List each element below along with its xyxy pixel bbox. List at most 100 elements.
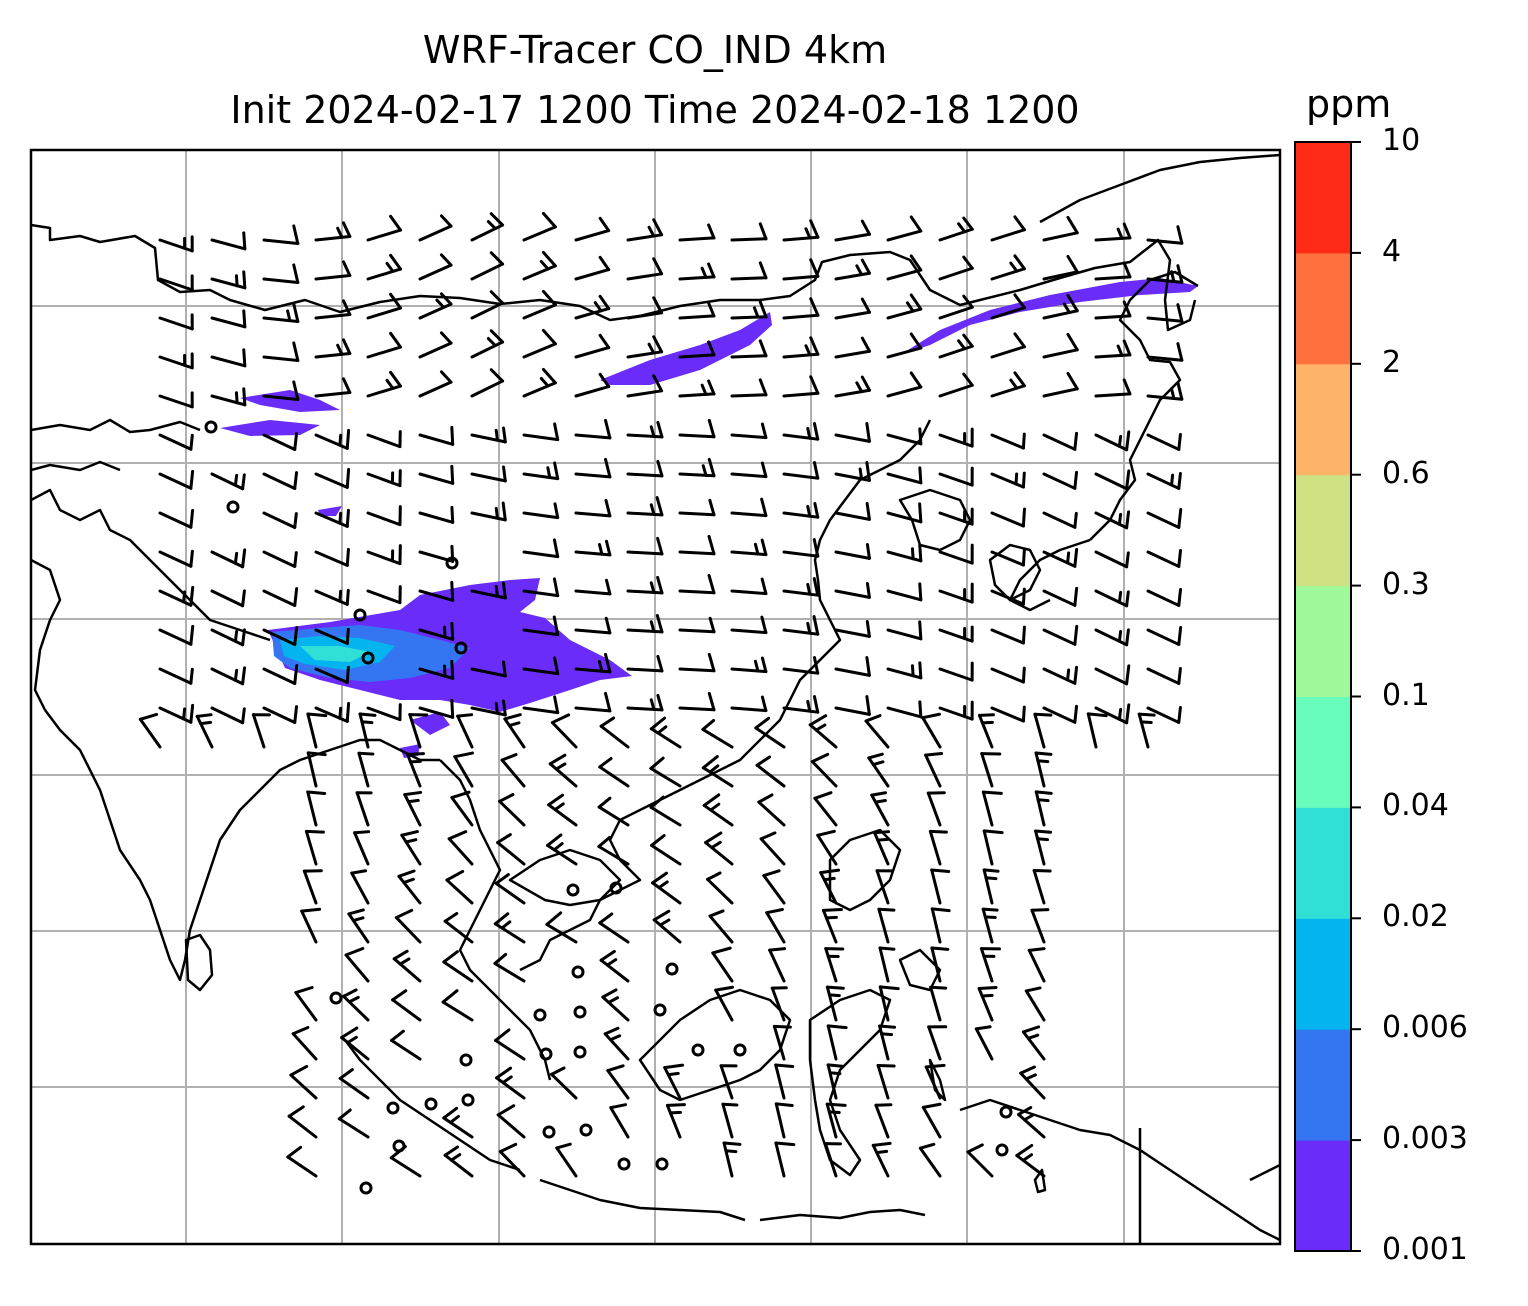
wind-barb bbox=[522, 461, 560, 481]
wind-barb bbox=[494, 1028, 526, 1061]
wind-barb bbox=[1042, 665, 1079, 685]
wind-barb bbox=[886, 332, 923, 359]
wind-barb bbox=[834, 297, 872, 320]
wind-barb bbox=[574, 578, 612, 596]
wind-barb bbox=[813, 791, 838, 827]
wind-barb bbox=[344, 946, 370, 983]
wind-barb bbox=[626, 335, 664, 359]
wind-barb bbox=[1146, 667, 1182, 685]
wind-barb bbox=[337, 1108, 370, 1139]
wind-barb bbox=[870, 791, 890, 827]
wind-barb bbox=[834, 258, 872, 281]
colorbar-unit-label: ppm bbox=[1306, 82, 1392, 126]
wind-barb bbox=[938, 661, 974, 682]
wind-barb bbox=[701, 755, 734, 788]
wind-barb bbox=[314, 508, 350, 528]
wind-barb bbox=[982, 868, 1000, 905]
wind-barb bbox=[522, 695, 560, 715]
wind-barb bbox=[826, 1063, 844, 1100]
wind-barb bbox=[825, 985, 845, 1022]
wind-barb bbox=[821, 908, 843, 944]
colorbar-segment bbox=[1295, 1140, 1351, 1252]
wind-barb bbox=[314, 665, 350, 684]
wind-barb bbox=[493, 912, 526, 944]
wind-barb bbox=[158, 469, 195, 490]
wind-barb bbox=[626, 536, 664, 556]
wind-barb bbox=[158, 624, 195, 646]
wind-barb bbox=[826, 1024, 848, 1061]
wind-barb bbox=[886, 371, 923, 398]
colorbar-tick-label: 0.003 bbox=[1382, 1121, 1468, 1157]
wind-barb bbox=[938, 294, 974, 320]
calm-wind-circle bbox=[226, 500, 240, 514]
calm-wind-circle bbox=[361, 651, 375, 665]
wind-barb bbox=[574, 255, 611, 281]
calm-wind-circle bbox=[386, 1101, 400, 1115]
wind-barb bbox=[1146, 225, 1184, 245]
wind-barb bbox=[262, 224, 300, 245]
wind-barb bbox=[722, 1141, 742, 1178]
wind-barb bbox=[938, 507, 974, 526]
wind-barb bbox=[875, 869, 894, 905]
wind-barb bbox=[1146, 303, 1184, 323]
wind-barb bbox=[158, 391, 194, 409]
wind-barb bbox=[391, 989, 422, 1022]
wind-barb bbox=[921, 712, 942, 749]
wind-barb bbox=[574, 691, 612, 713]
wind-barb bbox=[550, 1066, 578, 1100]
wind-barb bbox=[1034, 829, 1053, 866]
wind-barb bbox=[678, 223, 716, 242]
wind-barb bbox=[774, 1141, 796, 1178]
wind-barb bbox=[886, 466, 923, 485]
wind-barb bbox=[782, 577, 820, 597]
wind-barb bbox=[347, 908, 370, 944]
colorbar-tick-label: 0.04 bbox=[1382, 788, 1449, 824]
wind-barb bbox=[782, 336, 820, 359]
wind-barb bbox=[1033, 712, 1053, 749]
wind-barb bbox=[678, 379, 716, 398]
wind-barb bbox=[314, 467, 351, 489]
wind-barb bbox=[470, 501, 507, 522]
wind-barb bbox=[470, 212, 505, 242]
colorbar-tick-label: 0.3 bbox=[1382, 566, 1430, 602]
wind-barb bbox=[816, 829, 838, 866]
wind-barb bbox=[522, 615, 560, 637]
wind-barb bbox=[450, 790, 474, 827]
wind-barb bbox=[574, 372, 611, 398]
calm-wind-circle bbox=[204, 420, 218, 434]
wind-barb bbox=[397, 869, 422, 905]
wind-barb bbox=[1021, 1025, 1046, 1061]
wind-barb bbox=[210, 270, 247, 290]
wind-barb bbox=[314, 701, 351, 723]
wind-barb bbox=[981, 907, 999, 944]
wind-barb bbox=[470, 251, 505, 281]
wind-barb bbox=[262, 587, 299, 607]
colorbar-tick-label: 0.006 bbox=[1382, 1010, 1468, 1046]
wind-barb bbox=[1086, 712, 1108, 749]
wind-barb bbox=[418, 214, 453, 242]
wind-barb bbox=[286, 1145, 318, 1178]
wind-barb bbox=[834, 336, 872, 359]
wind-barb bbox=[418, 580, 455, 602]
wind-barb bbox=[522, 289, 557, 320]
wind-barb bbox=[886, 427, 923, 446]
wind-barb bbox=[262, 511, 298, 529]
wind-barb bbox=[990, 371, 1026, 398]
wind-barb bbox=[652, 909, 682, 944]
wind-barb bbox=[314, 260, 352, 281]
wind-barb bbox=[394, 908, 422, 944]
wind-barb bbox=[262, 380, 300, 401]
wind-barb bbox=[418, 464, 455, 485]
plot-title-line2: Init 2024-02-17 1200 Time 2024-02-18 120… bbox=[230, 88, 1080, 132]
wind-barb bbox=[626, 296, 664, 320]
wind-barb bbox=[1042, 470, 1079, 490]
wind-barb bbox=[294, 986, 318, 1022]
wind-barb bbox=[366, 469, 402, 488]
wind-barb bbox=[251, 713, 271, 749]
wind-barb bbox=[1146, 342, 1184, 362]
wind-barb bbox=[366, 544, 402, 566]
wind-barb bbox=[730, 538, 768, 557]
wind-barb bbox=[366, 585, 402, 605]
wind-barb bbox=[599, 949, 630, 983]
